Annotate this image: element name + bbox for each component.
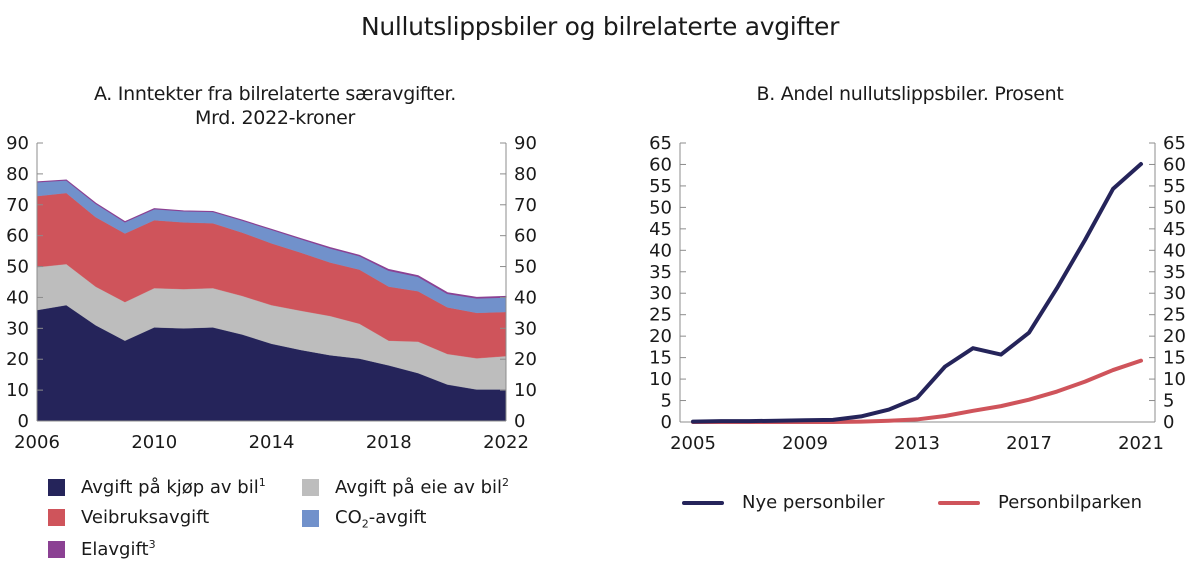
chart-b-ytick-label-right: 5	[1163, 391, 1174, 412]
chart-a-ytick-label-left: 20	[6, 349, 29, 370]
chart-a-ytick-label-right: 40	[514, 287, 537, 308]
chart-a-areas	[36, 179, 507, 422]
chart-b-ytick-label-right: 40	[1163, 240, 1186, 261]
chart-b-ytick-label-right: 50	[1163, 197, 1186, 218]
chart-b-ytick-label-left: 55	[649, 176, 672, 197]
panel-a-title-line1: A. Inntekter fra bilrelaterte særavgifte…	[93, 83, 457, 105]
chart-a-xtick-label: 2022	[483, 432, 529, 453]
chart-b-xtick-label: 2009	[782, 433, 828, 454]
chart-b-xtick-label: 2005	[670, 433, 716, 454]
legend-swatch-nye	[682, 500, 724, 505]
chart-b-ytick-label-right: 0	[1163, 412, 1174, 433]
legend-swatch-eie	[302, 478, 319, 496]
legend-label-co2: CO2-avgift	[335, 507, 427, 531]
chart-a-ytick-label-right: 0	[514, 411, 525, 432]
chart-b-ytick-label-left: 0	[661, 412, 672, 433]
chart-a-ytick-label-left: 80	[6, 164, 29, 185]
legend-label-eie: Avgift på eie av bil2	[335, 476, 510, 498]
chart-b-ytick-label-right: 30	[1163, 283, 1186, 304]
panel-a-title: A. Inntekter fra bilrelaterte særavgifte…	[20, 82, 530, 130]
chart-b-xtick-label: 2017	[1006, 433, 1052, 454]
chart-a-xtick-label: 2006	[14, 432, 60, 453]
chart-b-ytick-label-right: 25	[1163, 305, 1186, 326]
chart-b-ytick-label-left: 30	[649, 283, 672, 304]
chart-a-axes: 0 0 10 10 20 20 30 30 40 40 50 50 60 60 70 70 80 80 90 90 20…	[6, 133, 537, 453]
chart-b-ytick-label-right: 35	[1163, 262, 1186, 283]
chart-b-xtick-label: 2013	[894, 433, 940, 454]
chart-b-ytick-label-right: 65	[1163, 133, 1186, 154]
line-nye-personbiler	[691, 162, 1143, 424]
chart-a-ytick-label-right: 30	[514, 318, 537, 339]
legend-swatch-parken	[938, 500, 980, 505]
chart-a-xtick-label: 2014	[249, 432, 295, 453]
chart-a-ytick-label-left: 0	[18, 411, 29, 432]
chart-b-xtick-label: 2021	[1118, 433, 1164, 454]
chart-b-ytick-label-left: 10	[649, 369, 672, 390]
legend-item-kjop: Avgift på kjøp av bil1	[48, 476, 266, 498]
chart-a-xtick-label: 2010	[131, 432, 177, 453]
chart-b-ytick-label-left: 25	[649, 305, 672, 326]
panel-a-title-line2: Mrd. 2022-kroner	[195, 107, 355, 129]
chart-a-ytick-label-left: 90	[6, 133, 29, 154]
chart-b-ytick-label-right: 15	[1163, 348, 1186, 369]
chart-a-ytick-label-right: 80	[514, 164, 537, 185]
legend-label-parken: Personbilparken	[998, 492, 1143, 513]
panel-b-title: B. Andel nullutslippsbiler. Prosent	[756, 83, 1064, 105]
legend-item-nye: Nye personbiler	[682, 492, 885, 513]
chart-a-ytick-label-left: 60	[6, 226, 29, 247]
chart-a-ytick-label-right: 60	[514, 226, 537, 247]
legend-item-parken: Personbilparken	[938, 492, 1142, 513]
legend-swatch-kjop	[48, 478, 65, 496]
chart-a-ytick-label-right: 90	[514, 133, 537, 154]
legend-item-co2: CO2-avgift	[302, 507, 426, 531]
chart-a-ytick-label-right: 50	[514, 257, 537, 278]
chart-b-ytick-label-left: 60	[649, 154, 672, 175]
chart-b-ytick-label-left: 20	[649, 326, 672, 347]
line-personbilparken	[691, 358, 1143, 424]
legend-swatch-co2	[302, 510, 319, 528]
chart-a-stacked-area: 0 0 10 10 20 20 30 30 40 40 50 50 60 60 70 70 80 80 90 90 20…	[6, 133, 537, 453]
chart-b-ytick-label-left: 35	[649, 262, 672, 283]
legend-label-elavgift: Elavgift3	[81, 538, 156, 560]
legend-item-elavgift: Elavgift3	[48, 538, 156, 560]
legend-label-nye: Nye personbiler	[742, 492, 885, 513]
legend-item-eie: Avgift på eie av bil2	[302, 476, 509, 498]
legend-swatch-elavgift	[48, 540, 65, 558]
chart-b-ytick-label-left: 5	[661, 391, 672, 412]
chart-b-lines	[691, 162, 1143, 424]
legend-label-veibruk: Veibruksavgift	[81, 507, 210, 528]
chart-b-ytick-label-left: 50	[649, 197, 672, 218]
chart-a-ytick-label-left: 40	[6, 287, 29, 308]
chart-a-ytick-label-left: 70	[6, 195, 29, 216]
chart-b-ytick-label-right: 10	[1163, 369, 1186, 390]
chart-b-ytick-label-left: 45	[649, 219, 672, 240]
chart-b-ytick-label-left: 40	[649, 240, 672, 261]
chart-b-ytick-label-right: 45	[1163, 219, 1186, 240]
legend-item-veibruk: Veibruksavgift	[48, 507, 209, 528]
chart-b-ytick-label-left: 15	[649, 348, 672, 369]
legend-label-kjop: Avgift på kjøp av bil1	[81, 476, 266, 498]
chart-a-ytick-label-right: 10	[514, 380, 537, 401]
chart-a-ytick-label-left: 10	[6, 380, 29, 401]
figure-title: Nullutslippsbiler og bilrelaterte avgift…	[360, 12, 840, 41]
legend-swatch-veibruk	[48, 509, 65, 526]
chart-a-ytick-label-right: 20	[514, 349, 537, 370]
chart-b-ytick-label-right: 60	[1163, 154, 1186, 175]
chart-a-xtick-label: 2018	[366, 432, 412, 453]
chart-b-ytick-label-left: 65	[649, 133, 672, 154]
chart-a-ytick-label-right: 70	[514, 195, 537, 216]
chart-b-ytick-label-right: 55	[1163, 176, 1186, 197]
chart-a-ytick-label-left: 30	[6, 318, 29, 339]
chart-a-ytick-label-left: 50	[6, 257, 29, 278]
chart-b-ytick-label-right: 20	[1163, 326, 1186, 347]
